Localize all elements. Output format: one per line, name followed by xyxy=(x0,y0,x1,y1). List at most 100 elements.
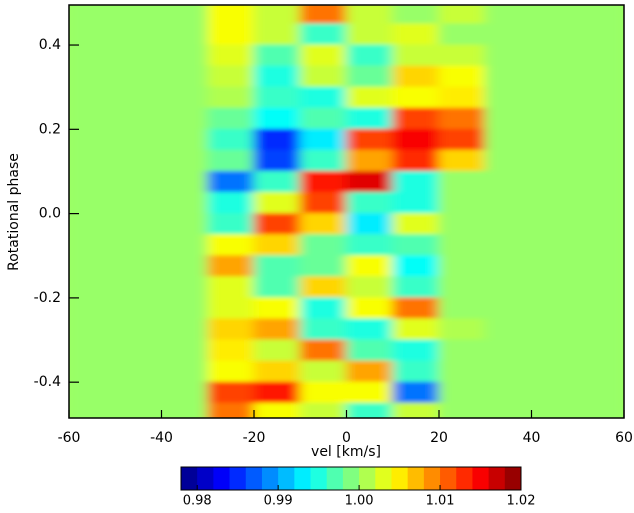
heat-cell xyxy=(207,5,255,25)
heat-cell xyxy=(299,44,347,67)
heat-cell xyxy=(69,402,116,418)
heat-cell xyxy=(484,86,532,109)
heat-cell xyxy=(114,213,162,236)
heat-cell xyxy=(253,128,301,151)
heat-cell xyxy=(253,276,301,299)
colorbar-step xyxy=(423,467,441,490)
colorbar-tick-label: 1.01 xyxy=(426,494,455,509)
heat-cell xyxy=(114,107,162,130)
heat-cell xyxy=(207,170,255,194)
heat-cell xyxy=(207,339,255,362)
heat-cell xyxy=(114,255,162,278)
heat-cell xyxy=(161,213,209,236)
y-tick-label: -0.4 xyxy=(34,374,61,390)
heat-cell xyxy=(114,360,162,383)
colorbar-tick-label: 0.98 xyxy=(183,494,212,509)
heat-cell xyxy=(577,276,624,299)
heat-cell xyxy=(114,381,162,404)
x-tick-label: 60 xyxy=(615,430,633,446)
heat-cell xyxy=(531,297,579,320)
heat-cell xyxy=(577,234,624,257)
heat-cell xyxy=(392,318,440,341)
heat-cell xyxy=(207,149,255,172)
colorbar-step xyxy=(391,467,409,490)
heat-cell xyxy=(161,381,209,404)
heat-cell xyxy=(577,255,624,278)
heat-cell xyxy=(484,107,532,130)
heat-cell xyxy=(161,339,209,362)
heat-cell xyxy=(69,5,116,25)
heat-cell xyxy=(531,402,579,418)
colorbar: 0.98 0.99 1.00 1.01 1.02 xyxy=(180,466,535,509)
heat-cell xyxy=(577,213,624,236)
heat-cell xyxy=(114,192,162,215)
heat-cell xyxy=(299,5,347,25)
heat-cell xyxy=(346,381,394,404)
heat-cell xyxy=(299,23,347,46)
heat-cell xyxy=(114,276,162,299)
heat-cell xyxy=(207,128,255,151)
colorbar-step xyxy=(294,467,312,490)
heat-cell xyxy=(207,107,255,130)
heat-cell xyxy=(161,297,209,320)
heat-cell xyxy=(69,297,116,320)
heat-cell xyxy=(207,381,255,404)
heat-cell xyxy=(484,276,532,299)
heat-cell xyxy=(438,234,486,257)
heat-cell xyxy=(69,339,116,362)
heat-cell xyxy=(253,381,301,404)
heat-cell xyxy=(577,107,624,130)
heat-cell xyxy=(577,5,624,25)
colorbar-tick-label: 1.00 xyxy=(345,494,374,509)
heat-cell xyxy=(114,44,162,67)
heat-cell xyxy=(299,255,347,278)
heat-cell xyxy=(438,44,486,67)
x-tick-label: -60 xyxy=(58,430,81,446)
heat-cell xyxy=(161,255,209,278)
heat-cell xyxy=(69,276,116,299)
x-tick-label: 40 xyxy=(523,430,541,446)
heat-cell xyxy=(392,381,440,404)
heat-cell xyxy=(161,192,209,215)
heat-cell xyxy=(346,234,394,257)
heat-cell xyxy=(161,234,209,257)
heat-cell xyxy=(531,128,579,151)
heat-cell xyxy=(207,402,255,418)
heat-cell xyxy=(69,23,116,46)
colorbar-step xyxy=(359,467,376,490)
heat-cell xyxy=(207,234,255,257)
heat-cell xyxy=(484,192,532,215)
heat-cell xyxy=(346,276,394,299)
heatmap xyxy=(69,5,624,418)
heat-cell xyxy=(346,23,394,46)
heat-cell xyxy=(531,86,579,109)
heat-cell xyxy=(299,297,347,320)
heat-cell xyxy=(207,86,255,109)
heat-cell xyxy=(253,65,301,88)
heat-cell xyxy=(253,5,301,25)
heat-cell xyxy=(253,23,301,46)
heat-cell xyxy=(69,65,116,88)
heat-cell xyxy=(207,318,255,341)
heat-cell xyxy=(207,213,255,236)
heat-cell xyxy=(114,318,162,341)
colorbar-tick-label: 0.99 xyxy=(264,494,293,509)
colorbar-step xyxy=(326,467,344,490)
heat-cell xyxy=(484,402,532,418)
heat-cell xyxy=(577,381,624,404)
heat-cell xyxy=(531,213,579,236)
heat-cell xyxy=(577,65,624,88)
colorbar-step xyxy=(213,467,231,490)
heat-cell xyxy=(484,149,532,172)
heat-cell xyxy=(253,86,301,109)
heat-cell xyxy=(392,339,440,362)
colorbar-step xyxy=(342,467,360,490)
heat-cell xyxy=(577,360,624,383)
heat-cell xyxy=(299,65,347,88)
heat-cell xyxy=(531,23,579,46)
heat-cell xyxy=(114,65,162,88)
heat-cell xyxy=(69,318,116,341)
heat-cell xyxy=(531,276,579,299)
y-tick-label: 0.4 xyxy=(39,37,61,53)
